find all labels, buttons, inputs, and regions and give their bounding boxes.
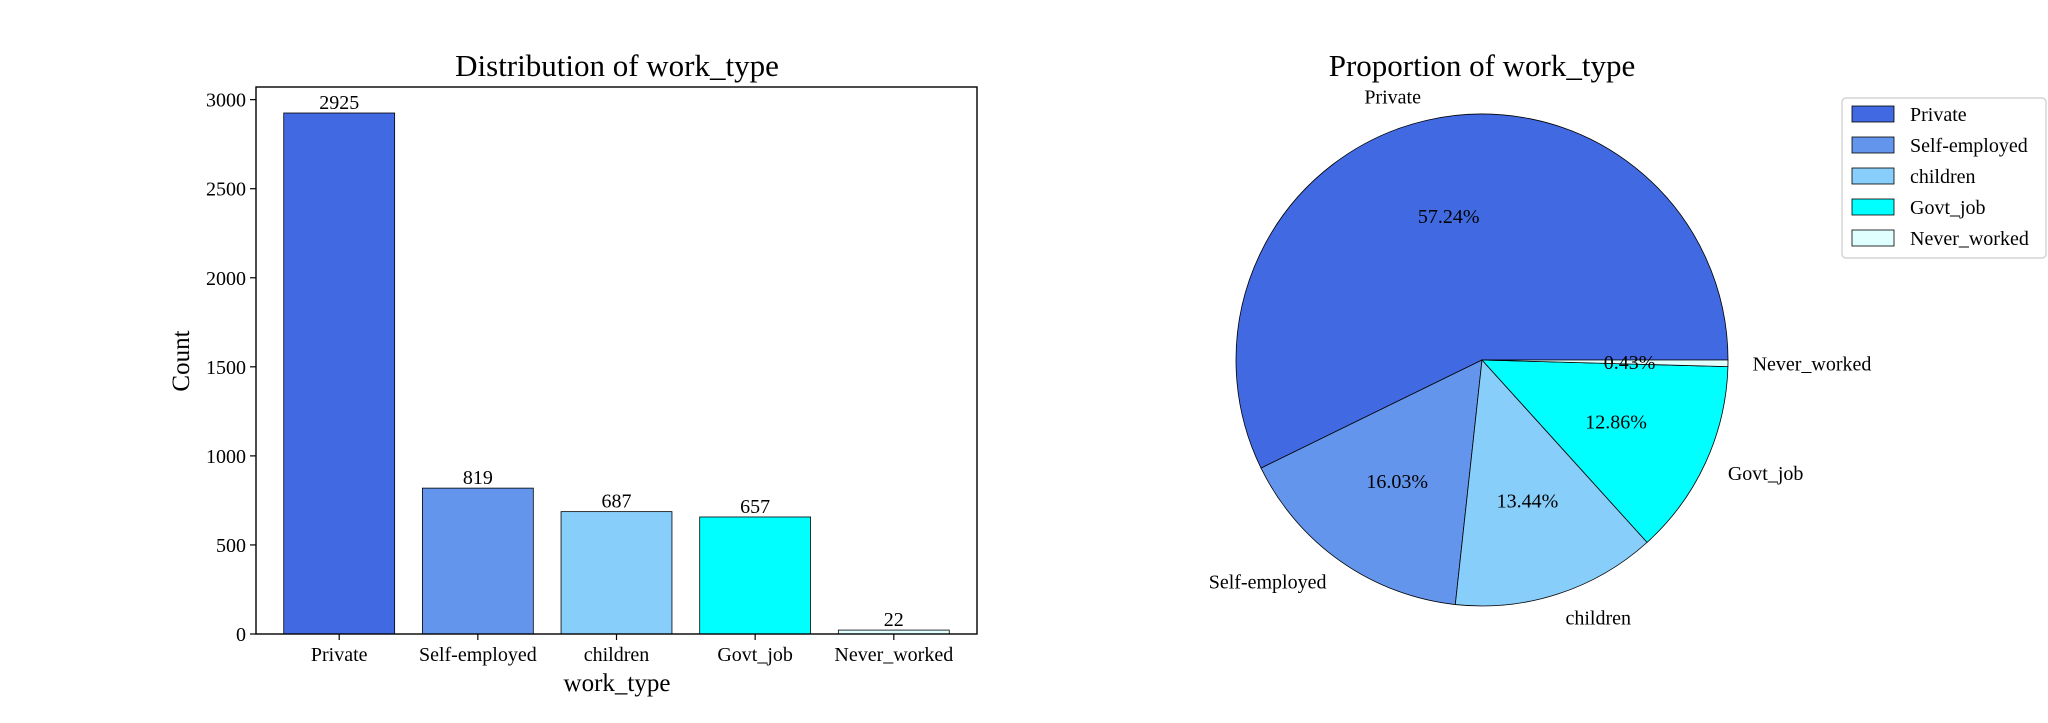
bar-value-label: 2925 [319,92,359,114]
pie-category-label: Private [1364,86,1421,108]
y-tick-label: 1000 [206,446,246,468]
bar-y-axis-label: Count [168,330,195,391]
legend-swatch [1851,136,1895,154]
bar-self-employed [421,487,534,635]
bar-private [283,112,396,635]
bar-value-label: 657 [740,496,770,518]
bar-value-label: 22 [884,609,904,631]
pie-slice-self-employed [1260,359,1483,605]
pie-labels: 57.24% Private 16.03% Self-employed 13.44% ch… [1209,86,1872,629]
pie-category-label: Govt_job [1728,463,1804,485]
pie-chart-title: Proportion of work_type [1329,48,1636,83]
legend-label: children [1910,166,1976,188]
bar-marks: 2925 819 687 657 22 [283,92,950,635]
y-tick-label: 0 [236,624,246,646]
legend-label: Self-employed [1910,135,2028,157]
pie-category-label: Self-employed [1209,571,1327,593]
pie-percent-label: 16.03% [1366,471,1428,493]
legend-label: Never_worked [1910,228,2029,250]
pie-percent-label: 0.43% [1604,352,1656,374]
pie-slice-children [1454,359,1648,607]
legend-swatch [1851,167,1895,185]
legend-label: Govt_job [1910,197,1986,219]
pie-percent-label: 13.44% [1497,490,1559,512]
bar-x-ticks: Private Self-employed children Govt_job Neve… [311,634,953,666]
bar-children [560,511,673,635]
y-tick-label: 2500 [206,179,246,201]
bar-plot-frame [255,86,978,635]
bar-value-label: 819 [463,467,493,489]
pie-slices [1235,113,1729,607]
y-tick-label: 1500 [206,357,246,379]
pie-chart: Proportion of work_type 57.24% Private 16.… [1209,48,1872,629]
x-tick-label: children [584,644,650,666]
legend-swatch [1851,105,1895,123]
bar-y-ticks: 0 500 1000 1500 2000 2500 3000 [206,90,256,646]
y-tick-label: 3000 [206,90,246,112]
y-tick-label: 2000 [206,268,246,290]
pie-category-label: children [1565,607,1631,629]
bar-govt-job [699,516,812,635]
pie-category-label: Never_worked [1753,354,1872,376]
legend-swatch [1851,229,1895,247]
legend-label: Private [1910,104,1967,126]
bar-value-label: 687 [602,491,632,513]
x-tick-label: Private [311,644,368,666]
legend-items: Private Self-employed children Govt_job Neve… [1851,104,2029,250]
bar-x-axis-label: work_type [564,670,671,697]
pie-percent-label: 12.86% [1585,412,1647,434]
pie-slice-never-worked [1481,359,1729,368]
x-tick-label: Never_worked [834,644,953,666]
pie-percent-label: 57.24% [1418,206,1480,228]
pie-legend: Private Self-employed children Govt_job Neve… [1841,97,2047,259]
x-tick-label: Self-employed [419,644,537,666]
x-tick-label: Govt_job [717,644,793,666]
legend-swatch [1851,198,1895,216]
pie-slice-private [1235,113,1729,469]
pie-slice-govt-job [1481,359,1729,543]
bar-chart-title: Distribution of work_type [455,48,779,83]
y-tick-label: 500 [216,535,246,557]
